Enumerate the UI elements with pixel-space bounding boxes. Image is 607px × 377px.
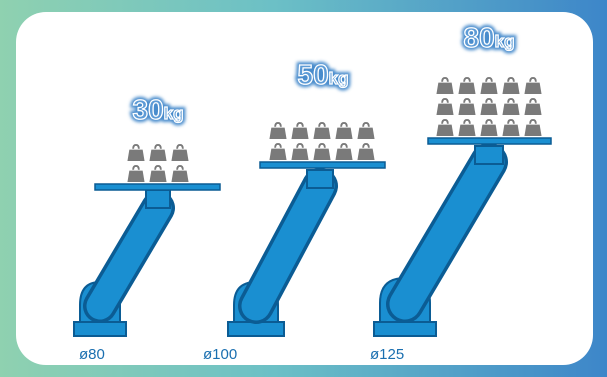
arm-base bbox=[73, 321, 127, 337]
weight-icon bbox=[149, 143, 167, 162]
arm-platform bbox=[427, 137, 552, 145]
arm-wrist bbox=[474, 145, 504, 165]
weight-icon bbox=[480, 118, 498, 137]
weight-icon bbox=[171, 143, 189, 162]
arm-wrist bbox=[306, 169, 334, 189]
weight-icon bbox=[458, 76, 476, 95]
diameter-label-1: ø80 bbox=[79, 346, 105, 363]
weight-icon bbox=[524, 118, 542, 137]
weight-icon bbox=[502, 118, 520, 137]
robot-arm-3 bbox=[373, 137, 552, 337]
weight-icon bbox=[149, 164, 167, 183]
payload-label-2: 50kg 50kg bbox=[295, 56, 352, 93]
weight-icon bbox=[335, 142, 353, 161]
diameter-label-2: ø100 bbox=[203, 346, 237, 363]
payload-number: 80 bbox=[464, 22, 495, 53]
payload-label-1: 30kg 30kg bbox=[130, 91, 187, 128]
weight-icon bbox=[171, 164, 189, 183]
weight-icon bbox=[458, 97, 476, 116]
weight-icon bbox=[127, 164, 145, 183]
weight-icon bbox=[291, 121, 309, 140]
weight-icon bbox=[357, 142, 375, 161]
weight-icon bbox=[502, 97, 520, 116]
diameter-label-3: ø125 bbox=[370, 346, 404, 363]
arm-wrist bbox=[145, 189, 171, 209]
arm-base bbox=[227, 321, 285, 337]
arm-platform bbox=[94, 183, 221, 191]
payload-number: 30 bbox=[133, 94, 164, 125]
weight-icon bbox=[524, 76, 542, 95]
weight-icon bbox=[357, 121, 375, 140]
payload-label-3: 80kg 80kg bbox=[461, 19, 518, 56]
arm-platform bbox=[259, 161, 386, 169]
payload-unit: kg bbox=[495, 32, 515, 51]
weight-icon bbox=[313, 121, 331, 140]
weight-icon bbox=[335, 121, 353, 140]
payload-number: 50 bbox=[298, 59, 329, 90]
robot-arm-1 bbox=[73, 183, 221, 337]
weight-icon bbox=[313, 142, 331, 161]
weight-icon bbox=[127, 143, 145, 162]
weight-icon bbox=[436, 97, 454, 116]
svg-text:50kg: 50kg bbox=[298, 59, 349, 90]
svg-text:50kg: 50kg bbox=[298, 59, 349, 90]
weight-icon bbox=[269, 121, 287, 140]
weight-icon bbox=[502, 76, 520, 95]
arm-base bbox=[373, 321, 437, 337]
svg-text:30kg: 30kg bbox=[133, 94, 184, 125]
payload-unit: kg bbox=[329, 69, 349, 88]
weight-icon bbox=[291, 142, 309, 161]
weight-icon bbox=[458, 118, 476, 137]
svg-text:80kg: 80kg bbox=[464, 22, 515, 53]
weight-icon bbox=[436, 76, 454, 95]
weight-icon bbox=[436, 118, 454, 137]
svg-text:80kg: 80kg bbox=[464, 22, 515, 53]
weight-icon bbox=[524, 97, 542, 116]
weight-icon bbox=[269, 142, 287, 161]
weight-icon bbox=[480, 97, 498, 116]
robot-arm-2 bbox=[227, 161, 386, 337]
svg-text:30kg: 30kg bbox=[133, 94, 184, 125]
weight-icon bbox=[480, 76, 498, 95]
payload-unit: kg bbox=[164, 104, 184, 123]
